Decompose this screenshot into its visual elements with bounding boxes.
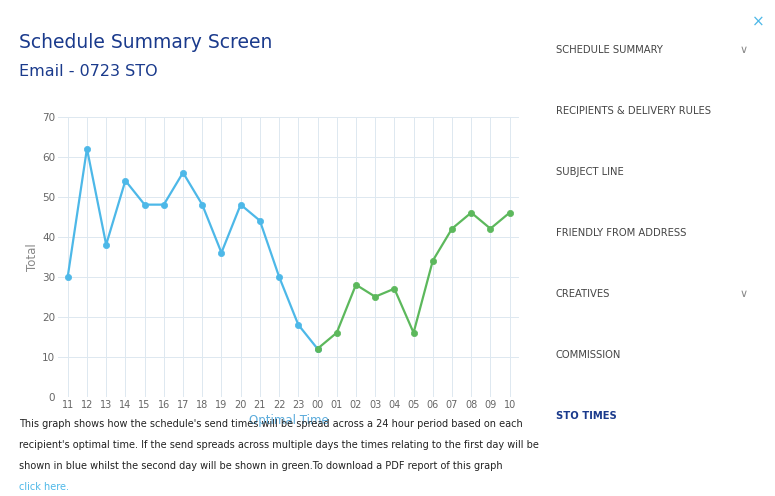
Text: ×: × (752, 14, 764, 29)
Text: ∨: ∨ (740, 289, 748, 299)
Text: STO TIMES: STO TIMES (556, 411, 616, 421)
Text: COMMISSION: COMMISSION (556, 350, 621, 360)
Text: CREATIVES: CREATIVES (556, 289, 610, 299)
Text: recipient's optimal time. If the send spreads across multiple days the times rel: recipient's optimal time. If the send sp… (19, 440, 539, 450)
Text: Email - 0723 STO: Email - 0723 STO (19, 64, 158, 79)
Text: Schedule Summary Screen: Schedule Summary Screen (19, 33, 273, 52)
Text: SUBJECT LINE: SUBJECT LINE (556, 167, 623, 177)
X-axis label: Optimal Time: Optimal Time (249, 414, 329, 427)
Text: shown in blue whilst the second day will be shown in green.To download a PDF rep: shown in blue whilst the second day will… (19, 461, 506, 471)
Text: This graph shows how the schedule's send times will be spread across a 24 hour p: This graph shows how the schedule's send… (19, 419, 523, 429)
Text: RECIPIENTS & DELIVERY RULES: RECIPIENTS & DELIVERY RULES (556, 106, 711, 116)
Text: SCHEDULE SUMMARY: SCHEDULE SUMMARY (556, 45, 663, 56)
Text: click here.: click here. (19, 482, 70, 492)
Text: FRIENDLY FROM ADDRESS: FRIENDLY FROM ADDRESS (556, 228, 686, 238)
Y-axis label: Total: Total (26, 243, 40, 270)
Text: ∨: ∨ (740, 45, 748, 56)
